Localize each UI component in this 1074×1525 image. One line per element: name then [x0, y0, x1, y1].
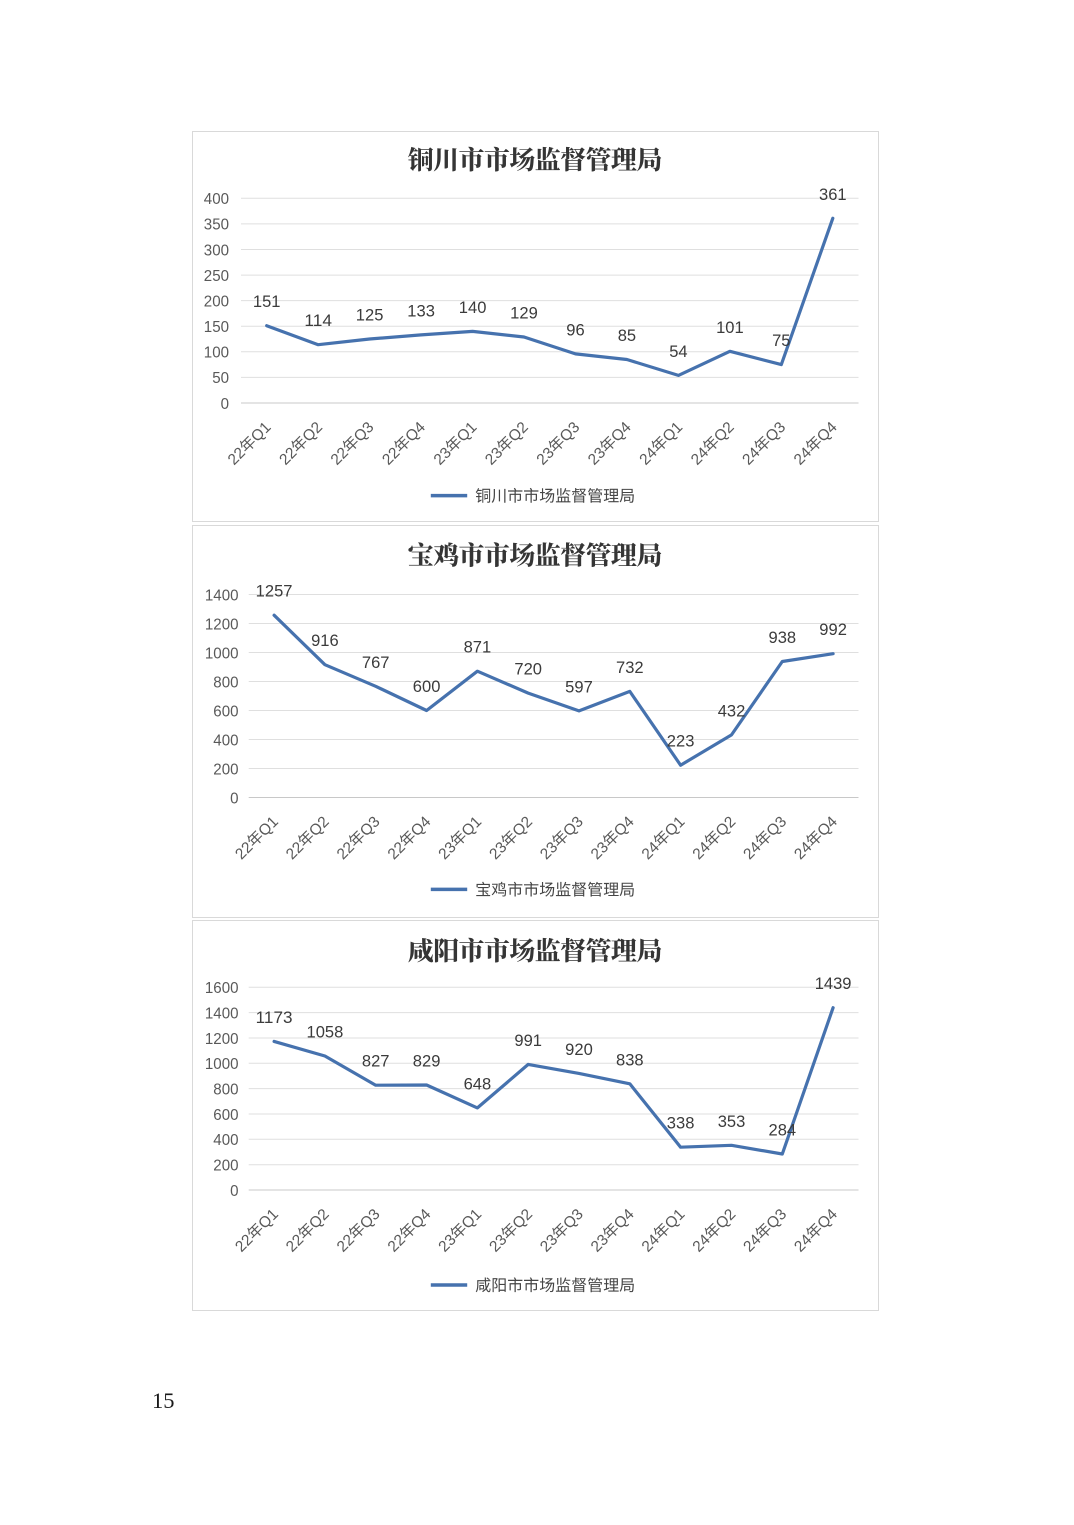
svg-text:827: 827	[362, 1053, 390, 1071]
svg-text:350: 350	[204, 217, 229, 234]
svg-text:600: 600	[413, 678, 441, 696]
svg-text:432: 432	[718, 702, 746, 720]
svg-text:85: 85	[618, 327, 636, 345]
svg-text:133: 133	[407, 302, 435, 320]
svg-text:129: 129	[510, 305, 538, 323]
svg-text:600: 600	[213, 1107, 238, 1124]
svg-text:720: 720	[514, 661, 542, 679]
svg-text:284: 284	[769, 1122, 797, 1140]
svg-text:1400: 1400	[205, 587, 239, 604]
svg-text:838: 838	[616, 1051, 644, 1069]
svg-text:96: 96	[566, 321, 584, 339]
svg-text:600: 600	[213, 703, 238, 720]
svg-text:1400: 1400	[205, 1005, 239, 1022]
svg-text:0: 0	[221, 396, 229, 413]
svg-text:101: 101	[716, 319, 744, 337]
svg-text:597: 597	[565, 678, 593, 696]
svg-text:871: 871	[464, 639, 492, 657]
svg-text:114: 114	[304, 312, 332, 330]
svg-text:648: 648	[464, 1075, 492, 1093]
svg-text:151: 151	[253, 293, 281, 311]
svg-text:200: 200	[204, 293, 229, 310]
svg-text:1058: 1058	[307, 1024, 344, 1042]
svg-text:1439: 1439	[815, 975, 852, 993]
svg-text:353: 353	[718, 1113, 746, 1131]
svg-text:200: 200	[213, 761, 238, 778]
svg-text:200: 200	[213, 1158, 238, 1175]
svg-text:400: 400	[213, 1132, 238, 1149]
svg-text:150: 150	[204, 319, 229, 336]
svg-text:75: 75	[772, 332, 790, 350]
svg-text:991: 991	[514, 1032, 542, 1050]
svg-text:916: 916	[311, 632, 339, 650]
svg-text:0: 0	[230, 790, 238, 807]
svg-text:1600: 1600	[205, 980, 239, 997]
svg-text:361: 361	[819, 186, 847, 204]
svg-text:223: 223	[667, 733, 695, 751]
svg-text:338: 338	[667, 1115, 695, 1133]
svg-text:920: 920	[565, 1041, 593, 1059]
svg-text:938: 938	[769, 629, 797, 647]
svg-text:54: 54	[669, 343, 687, 361]
svg-text:15: 15	[152, 1388, 175, 1413]
svg-text:50: 50	[212, 370, 229, 387]
svg-text:400: 400	[213, 732, 238, 749]
svg-text:1000: 1000	[205, 1056, 239, 1073]
svg-text:800: 800	[213, 674, 238, 691]
svg-text:100: 100	[204, 345, 229, 362]
svg-text:829: 829	[413, 1053, 441, 1071]
svg-text:1000: 1000	[205, 645, 239, 662]
svg-text:1200: 1200	[205, 616, 239, 633]
svg-text:300: 300	[204, 242, 229, 259]
svg-text:992: 992	[819, 621, 847, 639]
svg-text:732: 732	[616, 659, 644, 677]
svg-text:140: 140	[459, 299, 487, 317]
svg-text:250: 250	[204, 268, 229, 285]
svg-text:125: 125	[356, 307, 384, 325]
svg-text:1257: 1257	[256, 583, 293, 601]
svg-text:767: 767	[362, 654, 390, 672]
svg-text:400: 400	[204, 191, 229, 208]
svg-text:0: 0	[230, 1183, 238, 1200]
svg-text:800: 800	[213, 1081, 238, 1098]
svg-text:1200: 1200	[205, 1031, 239, 1048]
svg-text:1173: 1173	[256, 1009, 293, 1027]
